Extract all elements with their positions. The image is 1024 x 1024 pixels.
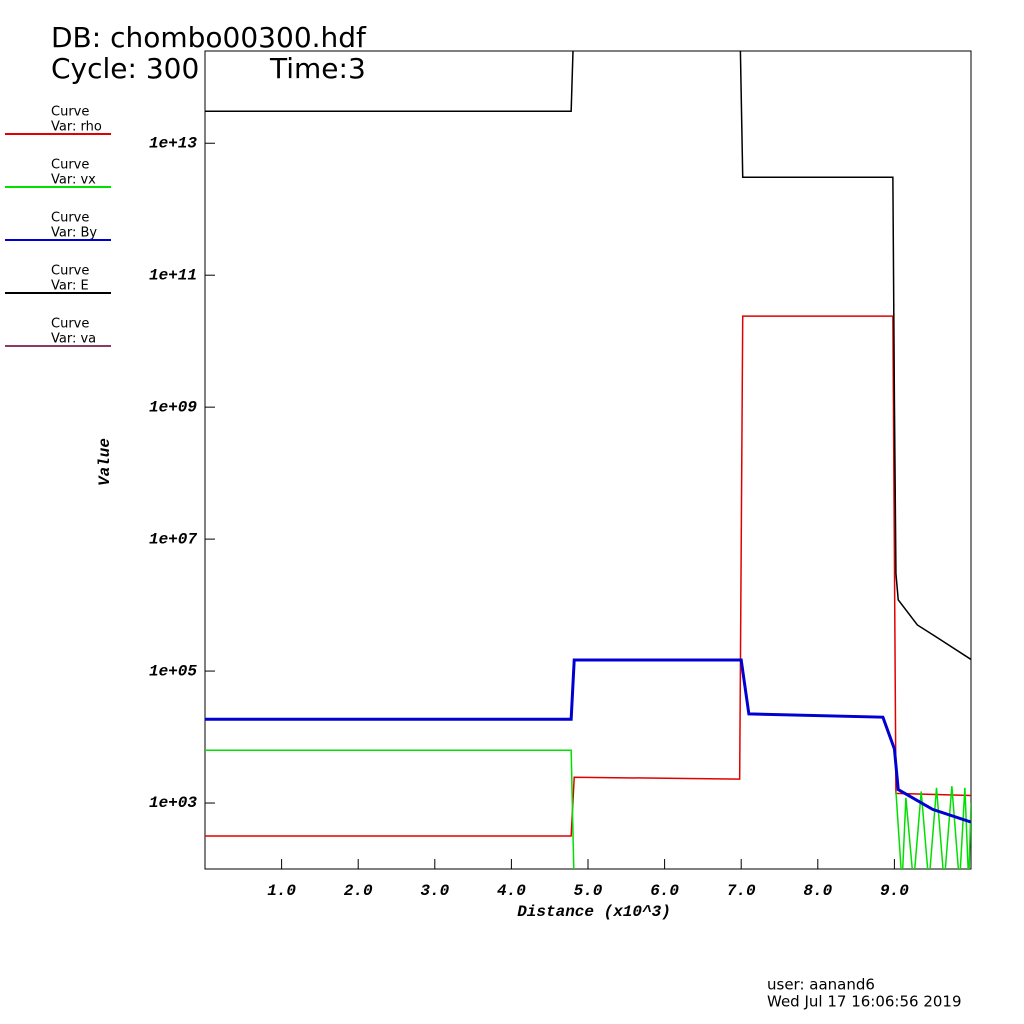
y-tick-label: 1e+07 (149, 530, 197, 548)
x-tick-label: 5.0 (574, 882, 603, 900)
x-tick-label: 8.0 (803, 882, 832, 900)
time: Time:3 (269, 52, 366, 85)
x-tick-label: 7.0 (727, 882, 756, 900)
plot-frame (204, 50, 972, 870)
x-tick-label: 6.0 (650, 882, 679, 900)
date: Wed Jul 17 16:06:56 2019 (767, 993, 962, 1011)
y-tick-label: 1e+03 (149, 794, 197, 812)
legend-title: Curve (51, 105, 89, 120)
y-tick-label: 1e+05 (149, 662, 197, 680)
y-tick-label: 1e+09 (149, 398, 197, 416)
x-tick-label: 4.0 (497, 882, 526, 900)
x-tick-label: 1.0 (267, 882, 296, 900)
series-line (205, 749, 971, 869)
plot-area (205, 51, 971, 869)
series-line (205, 51, 971, 661)
cycle: Cycle: 300 (51, 52, 199, 85)
x-tick-label: 2.0 (344, 882, 373, 900)
legend-title: Curve (51, 317, 89, 332)
db-title: DB: chombo00300.hdf (51, 21, 367, 54)
legend-title: Curve (51, 264, 89, 279)
x-axis-label: Distance (x10^3) (517, 903, 671, 921)
x-tick-label: 3.0 (420, 882, 449, 900)
legend-label: Var: E (51, 279, 89, 294)
series-line (205, 315, 971, 837)
legend-label: Var: rho (51, 120, 102, 135)
y-tick-label: 1e+13 (149, 134, 197, 152)
y-axis-label: Value (96, 438, 114, 486)
legend-title: Curve (51, 158, 89, 173)
series-line (205, 658, 971, 824)
legend-label: Var: vx (51, 173, 96, 188)
legend-label: Var: va (51, 332, 96, 347)
legend-label: Var: By (51, 226, 97, 241)
user: user: aanand6 (767, 976, 875, 994)
y-tick-label: 1e+11 (149, 266, 197, 284)
legend-title: Curve (51, 211, 89, 226)
x-tick-label: 9.0 (880, 882, 909, 900)
